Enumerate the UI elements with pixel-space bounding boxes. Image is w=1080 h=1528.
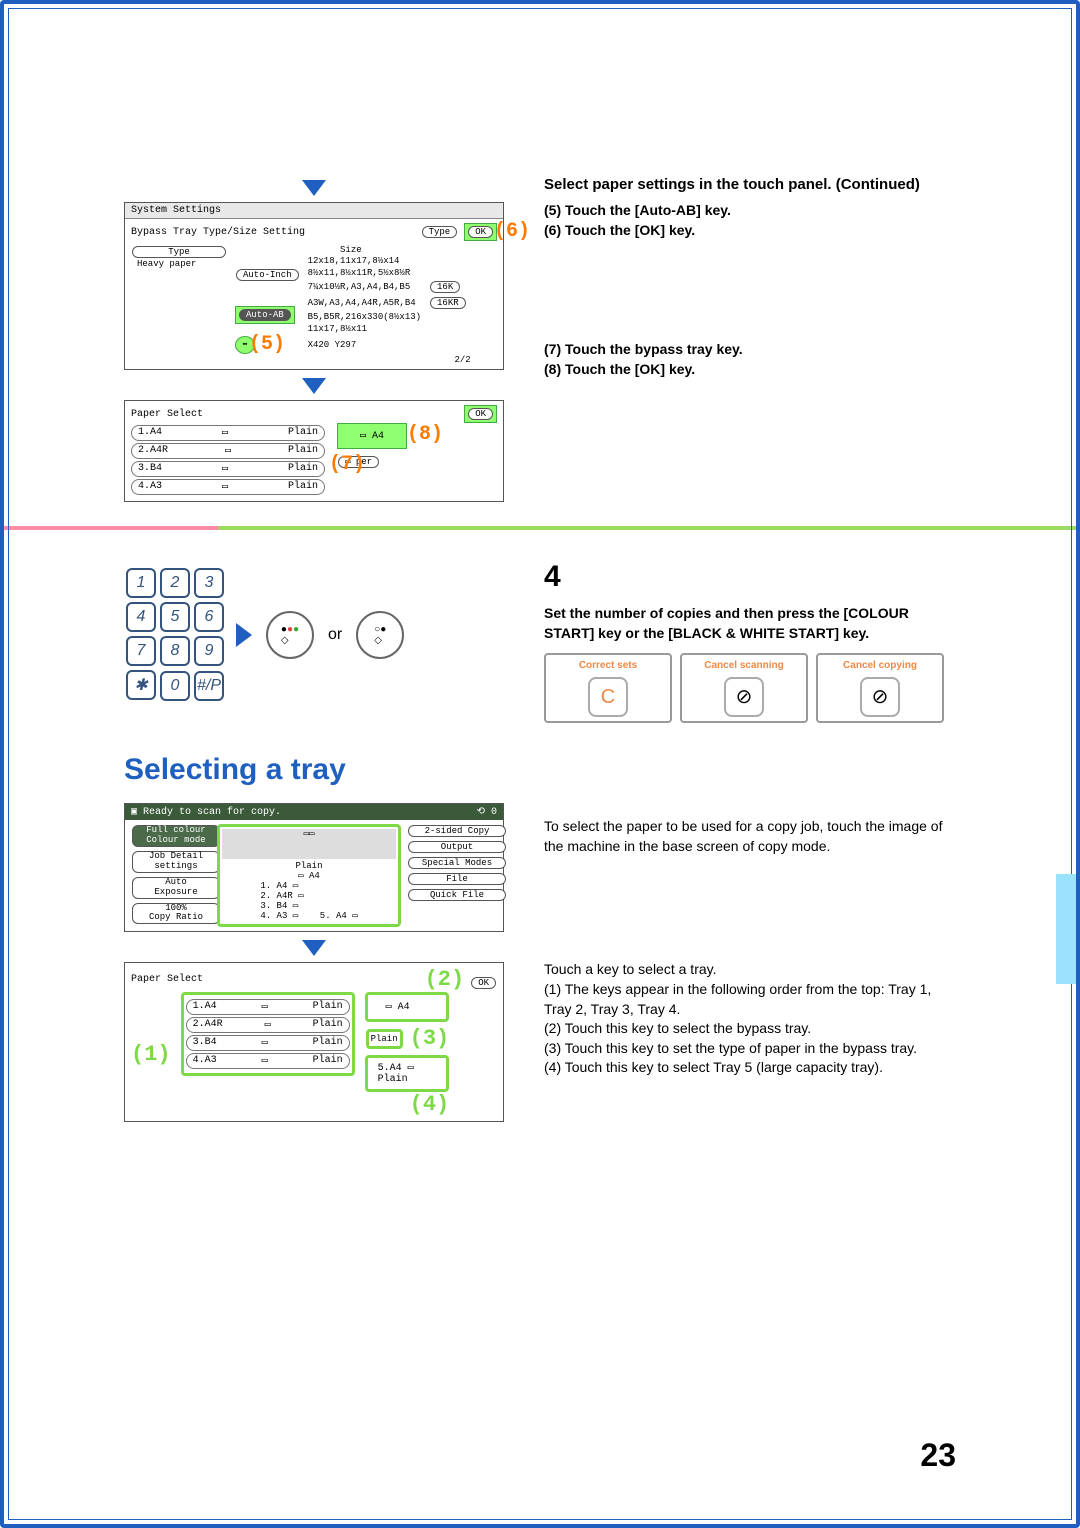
bypass-key[interactable]: ▭ A4 [365,992,450,1022]
keypad-key[interactable]: 0 [160,671,190,701]
size-header: Size [231,245,471,255]
colour-start-button[interactable]: ●●●◇ [266,611,314,659]
mode-button[interactable]: Special Modes [408,857,506,869]
step-6: (6) Touch the [OK] key. [544,221,956,241]
ok-button[interactable]: OK [468,408,493,420]
mode-button[interactable]: AutoExposure [132,877,220,899]
stop-button[interactable]: ⊘ [860,677,900,717]
correct-sets-box: Correct sets C [544,653,672,723]
type-value: Heavy paper [131,259,221,269]
tray-list[interactable]: 1.A4▭Plain 2.A4R▭Plain 3.B4▭Plain 4.A3▭Plai… [181,992,355,1076]
ok-button[interactable]: OK [468,226,493,238]
select-text: Touch a key to select a tray. [544,960,956,980]
mode-button[interactable]: Quick File [408,889,506,901]
step-8: (8) Touch the [OK] key. [544,360,956,380]
paper-select-panel-2: Paper Select (2) OK (1) 1.A4▭Plain 2.A4R▭… [124,962,504,1122]
tray-row[interactable]: 1.A4▭Plain [131,425,325,441]
note-4: (4) Touch this key to select Tray 5 (lar… [544,1058,956,1078]
tray-row[interactable]: 3.B4▭Plain [186,1035,350,1051]
side-tab [1056,874,1076,984]
keypad-key[interactable]: 4 [126,602,156,632]
machine-image[interactable]: ▭▭ Plain ▭ A4 1. A4 ▭2. A4R ▭3. B4 ▭4. A… [217,824,401,927]
copy-count: 0 [491,807,497,818]
callout-3: (3) [410,1026,450,1051]
panel-subtitle: Bypass Tray Type/Size Setting [131,227,305,238]
or-label: or [328,626,342,644]
keypad-key[interactable]: 8 [160,636,190,666]
arrow-down-icon [302,940,326,956]
tray-row[interactable]: 2.A4R▭Plain [131,443,325,459]
bypass-type-key[interactable]: Plain [366,1029,403,1049]
callout-6: (6) [494,220,530,243]
keypad-key[interactable]: 5 [160,602,190,632]
tray-row[interactable]: 2.A4R▭Plain [186,1017,350,1033]
callout-4: (4) [410,1092,450,1117]
mode-button[interactable]: Job Detailsettings [132,851,220,873]
callout-5: (5) [249,333,285,356]
panel-title: Paper Select [131,409,203,420]
divider [4,526,1076,530]
keypad-key[interactable]: 1 [126,568,156,598]
system-settings-panel: System Settings Bypass Tray Type/Size Se… [124,202,504,370]
page-indicator: 2/2 [231,355,471,365]
16kr-button[interactable]: 16KR [430,297,466,309]
keypad-key[interactable]: 7 [126,636,156,666]
intro-text: To select the paper to be used for a cop… [544,817,956,856]
callout-1: (1) [131,1042,171,1067]
callout-8: (8) [407,423,443,446]
mode-button[interactable]: 100%Copy Ratio [132,903,220,925]
tray-row[interactable]: 4.A3▭Plain [131,479,325,495]
mode-button[interactable]: Output [408,841,506,853]
tray-row[interactable]: 4.A3▭Plain [186,1053,350,1069]
copy-base-screen: ▣ Ready to scan for copy. ⟲ 0 Full colou… [124,803,504,932]
panel-title: Paper Select [131,974,203,985]
paper-select-panel: Paper Select OK 1.A4▭Plain 2.A4R▭Plain 3.B… [124,400,504,502]
cancel-scanning-box: Cancel scanning ⊘ [680,653,808,723]
callout-2: (2) [425,967,465,992]
tray-row[interactable]: 3.B4▭Plain [131,461,325,477]
status-text: Ready to scan for copy. [143,807,281,818]
tray-row[interactable]: 1.A4▭Plain [186,999,350,1015]
step-heading: Set the number of copies and then press … [544,604,956,643]
bw-start-button[interactable]: ○●◇ [356,611,404,659]
panel-title: System Settings [125,203,503,219]
instruction-heading: Select paper settings in the touch panel… [544,174,956,195]
keypad-key[interactable]: 6 [194,602,224,632]
step-7: (7) Touch the bypass tray key. [544,340,956,360]
cancel-copying-box: Cancel copying ⊘ [816,653,944,723]
step-5: (5) Touch the [Auto-AB] key. [544,201,956,221]
section-title: Selecting a tray [124,753,956,787]
arrow-right-icon [236,623,252,647]
note-2: (2) Touch this key to select the bypass … [544,1019,956,1039]
step-number: 4 [544,556,956,598]
bypass-key[interactable]: ▭ A4 [360,431,384,442]
auto-inch-button[interactable]: Auto-Inch [236,269,299,281]
numeric-keypad: 123 456 789 ✱0#/P [124,566,226,703]
type-label: Type [132,246,226,258]
clear-button[interactable]: C [588,677,628,717]
note-1: (1) The keys appear in the following ord… [544,980,956,1019]
auto-ab-button[interactable]: Auto-AB [239,309,291,321]
mode-button[interactable]: File [408,873,506,885]
mode-button[interactable]: 2-sided Copy [408,825,506,837]
keypad-key[interactable]: ✱ [126,670,156,700]
arrow-down-icon [302,180,326,196]
keypad-key[interactable]: #/P [194,671,224,701]
tray5-key[interactable]: 5.A4 ▭ Plain [365,1055,450,1092]
ok-button[interactable]: OK [471,977,496,989]
mode-button[interactable]: Full colourColour mode [132,825,220,847]
keypad-key[interactable]: 9 [194,636,224,666]
keypad-key[interactable]: 2 [160,568,190,598]
keypad-key[interactable]: 3 [194,568,224,598]
note-3: (3) Touch this key to set the type of pa… [544,1039,956,1059]
type-button[interactable]: Type [422,226,458,238]
callout-7: (7) [329,453,365,476]
arrow-down-icon [302,378,326,394]
16k-button[interactable]: 16K [430,281,460,293]
size-table: Auto-Inch 12x18,11x17,8½x14 8½x11,8½x11R… [231,255,471,355]
stop-button[interactable]: ⊘ [724,677,764,717]
page-number: 23 [920,1437,956,1474]
